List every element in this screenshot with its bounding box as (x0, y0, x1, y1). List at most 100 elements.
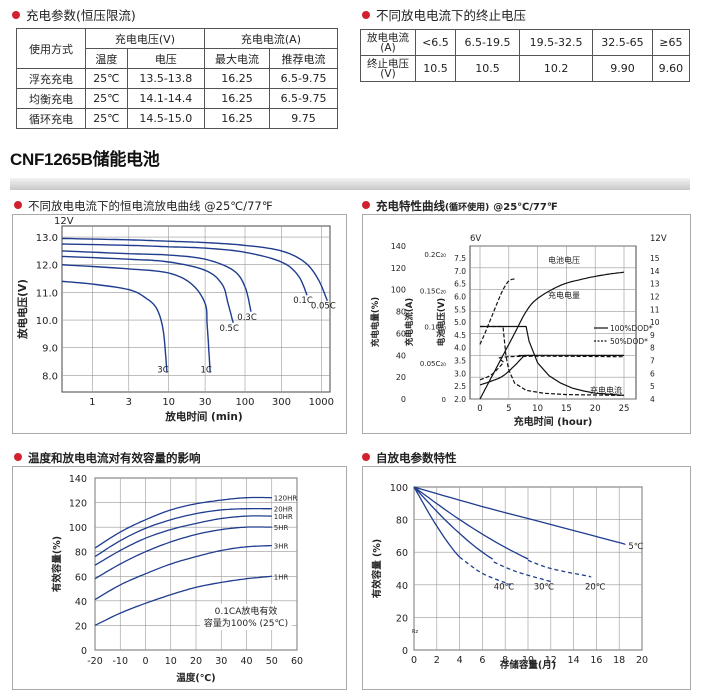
voltage-right-tick-label: 6 (650, 369, 655, 378)
series-line (480, 325, 625, 396)
annotation-label: 充电电量 (548, 290, 580, 300)
product-name: CNF1265B储能电池 (10, 150, 160, 169)
discharge-title: 不同放电电流下的恒电流放电曲线 @25℃/77℉ (14, 198, 273, 214)
x-tick-label: 300 (272, 397, 291, 408)
cell-current: 19.5-32.5 (519, 29, 594, 56)
voltage-left-tick-label: 2.0 (454, 395, 466, 404)
plot-area (61, 225, 331, 393)
plot-area (469, 245, 637, 400)
y-tick-label: 9.0 (42, 344, 58, 355)
x-tick-label: 8 (502, 655, 508, 666)
x-tick-label: 30 (199, 397, 212, 408)
annotation-label: 电池电压 (548, 255, 580, 265)
voltage-left-tick-label: 5.0 (454, 318, 466, 327)
temperature-capacity-chart: -20 -10 0 10 20 30 40 50 60 0 20 40 60 80 100 120 140 温度(… (51, 474, 303, 684)
x-tick-label: 0 (142, 656, 148, 667)
voltage-right-tick-label: 7 (650, 357, 655, 366)
voltage-right-tick-label: 5 (650, 382, 655, 391)
y-tick-label: 12.0 (36, 261, 58, 272)
y-tick-label: 0 (81, 646, 87, 657)
current-tick-label: 0.05C₂₀ (420, 360, 446, 368)
series-label: 30℃ (534, 583, 555, 593)
bullet-dot-icon (12, 11, 20, 19)
series-label: 0.05C (311, 302, 336, 312)
cell-current: 6.5-19.5 (454, 29, 521, 56)
current-tick-label: 0.1C₂₀ (424, 324, 446, 332)
cell-max: 16.25 (203, 68, 271, 89)
y-tick-label: 140 (69, 474, 87, 485)
x-tick-label: -20 (87, 656, 103, 667)
end-voltage-title: 不同放电电流下的终止电压 (362, 5, 526, 24)
x-tick-label: 15 (561, 404, 572, 414)
capacity-tick-label: 80 (396, 308, 406, 317)
voltage-right-tick-label: 11 (650, 305, 660, 314)
charge-params-title: 充电参数(恒压限流) (12, 5, 136, 24)
y-tick-label: 80 (396, 516, 408, 527)
capacity-axis-label: 充电电量(%) (370, 297, 381, 347)
row-label-voltage: 终止电压 (V) (360, 55, 416, 82)
cell-rec: 9.75 (269, 108, 338, 129)
series-label: 3HR (274, 543, 289, 551)
series-label: 20℃ (585, 583, 606, 593)
discharge-chart: 1 3 10 30 100 300 1000 8.0 9.0 10.0 11.0 12.0 13.0 12… (16, 216, 336, 423)
voltage-left-tick-label: 4.5 (454, 331, 466, 340)
header-mode: 使用方式 (16, 28, 86, 69)
x-tick-label: 0 (477, 404, 482, 414)
temp-chart-frame (12, 466, 347, 690)
voltage-right-tick-label: 13 (650, 280, 660, 289)
voltage-right-tick-label: 15 (650, 254, 660, 263)
x-tick-label: 12 (545, 655, 557, 666)
y-tick-label: 60 (396, 548, 408, 559)
x-tick-label: 100 (235, 397, 254, 408)
section-divider-bar (10, 178, 690, 190)
voltage-right-tick-label: 4 (650, 395, 655, 404)
x-tick-label: 16 (590, 655, 602, 666)
series-line-0.3C (61, 250, 252, 312)
voltage-axis-label: 电池电压(V) (436, 298, 447, 346)
voltage-left-tick-label: 3.5 (454, 357, 466, 366)
series-line (479, 271, 625, 400)
x-tick-label: 10 (165, 656, 177, 667)
current-axis-label: 充电电流(A) (404, 298, 415, 346)
x-axis-label: 充电时间 (hour) (514, 415, 593, 428)
self-discharge-title: 自放电参数特性 (362, 450, 457, 466)
series-label: 20HR (274, 506, 293, 514)
series-line-20℃ (413, 486, 529, 560)
series-line-20HR (94, 507, 272, 558)
series-line (479, 278, 515, 345)
x-tick-label: 20 (190, 656, 202, 667)
capacity-tick-label: 40 (396, 351, 406, 360)
x-axis-label: 温度(℃) (176, 672, 215, 684)
cell-temp: 25℃ (85, 108, 128, 129)
end-voltage-table: 放电电流 (A) <6.5 6.5-19.5 19.5-32.5 32.5-65 … (360, 29, 691, 82)
note-line: 0.1CA放电有效 (215, 605, 278, 617)
y-tick-label: 10.0 (36, 316, 58, 327)
series-line-0.5C (61, 255, 234, 323)
capacity-tick-label: 120 (391, 264, 406, 273)
cell-voltage: 9.90 (592, 55, 653, 82)
y-tick-label: 20 (75, 621, 87, 632)
series-line-40℃ (413, 486, 461, 558)
y-axis-label: 有效容量 (%) (371, 539, 383, 599)
y-tick-label: 13.0 (36, 233, 58, 244)
voltage-left-tick-label: 3.0 (454, 369, 466, 378)
legend-label: 50%DOD* (610, 337, 648, 346)
series-label: 0.3C (237, 313, 257, 323)
bullet-dot-icon (362, 201, 370, 209)
temp-title: 温度和放电电流对有效容量的影响 (14, 450, 201, 466)
table-row: 浮充充电 25℃ 13.5-13.8 16.25 6.5-9.75 (16, 68, 338, 89)
x-tick-label: 10 (532, 404, 543, 414)
series-line-0.05C (62, 237, 328, 301)
series-label: 5HR (274, 524, 289, 532)
series-line-30℃ (413, 486, 494, 560)
bullet-dot-icon (14, 453, 22, 461)
bullet-dot-icon (362, 453, 370, 461)
x-tick-label: 3 (126, 397, 132, 408)
series-line-10HR (94, 515, 272, 566)
x-tick-label: 30 (215, 656, 227, 667)
series-label: 1HR (274, 573, 289, 581)
y-tick-label: 8.0 (42, 371, 58, 382)
charge-params-table: 使用方式 充电电压(V) 充电电流(A) 温度 电压 最大电流 推荐电流 浮充充… (16, 28, 339, 129)
cell-voltage: 9.60 (651, 55, 691, 82)
